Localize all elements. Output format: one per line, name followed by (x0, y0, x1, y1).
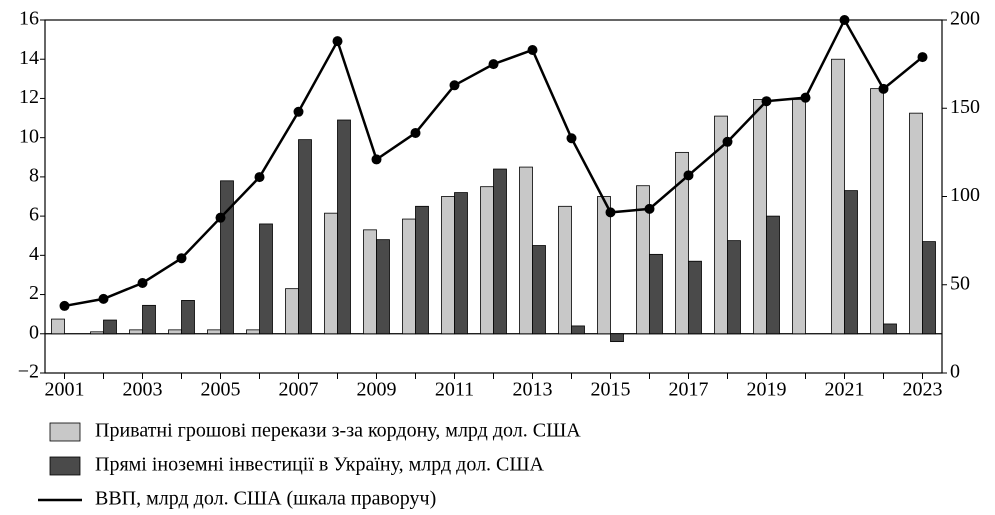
bar (402, 218, 416, 335)
line-point (761, 96, 772, 107)
y2-tick-label: 100 (950, 184, 980, 206)
bar (519, 166, 533, 335)
bar (831, 58, 845, 335)
bar (376, 239, 390, 335)
legend-label: Прямі іноземні інвестиції в Україну, млр… (95, 454, 545, 476)
bar (909, 112, 923, 335)
bar (792, 99, 806, 335)
bar (181, 300, 195, 335)
line-point (683, 170, 694, 181)
bar (298, 139, 312, 335)
line-point (722, 136, 733, 147)
bar (324, 212, 338, 335)
bar (337, 119, 351, 335)
bar (649, 253, 663, 335)
y-tick-label: −2 (18, 361, 39, 383)
bar (454, 192, 468, 335)
line-point (215, 212, 226, 223)
bar (493, 168, 507, 335)
line-point (410, 127, 421, 138)
bar (441, 196, 455, 335)
line-point (605, 207, 616, 218)
x-tick-label: 2003 (123, 379, 163, 401)
bar (844, 190, 858, 335)
line-point (917, 52, 928, 63)
bar (922, 241, 936, 335)
bar (363, 229, 377, 335)
y-tick-label: 8 (29, 164, 39, 186)
x-tick-label: 2005 (201, 379, 241, 401)
bar (870, 88, 884, 335)
bar (415, 205, 429, 335)
bar (558, 205, 572, 335)
bar (883, 323, 897, 335)
bar (714, 115, 728, 335)
y2-tick-label: 50 (950, 272, 970, 294)
legend-label: ВВП, млрд дол. США (шкала праворуч) (95, 488, 436, 510)
x-tick-label: 2017 (669, 379, 709, 401)
y-tick-label: 16 (19, 8, 39, 30)
bar (727, 240, 741, 335)
bar (259, 223, 273, 335)
line-point (800, 92, 811, 103)
x-tick-label: 2001 (45, 379, 85, 401)
bar (753, 99, 767, 335)
line-point (488, 59, 499, 70)
bar (480, 186, 494, 335)
line-point (566, 133, 577, 144)
x-tick-label: 2013 (513, 379, 553, 401)
line-point (644, 203, 655, 214)
bar (766, 215, 780, 335)
bar (571, 325, 585, 335)
y2-tick-label: 150 (950, 96, 980, 118)
x-tick-label: 2007 (279, 379, 319, 401)
line-point (59, 300, 70, 311)
y-tick-label: 6 (29, 204, 39, 226)
line-point (332, 36, 343, 47)
x-tick-label: 2019 (747, 379, 787, 401)
bar (220, 180, 234, 335)
line-point (878, 83, 889, 94)
y-tick-label: 4 (29, 243, 39, 265)
y-tick-label: 2 (29, 282, 39, 304)
bar (532, 245, 546, 335)
line-point (449, 80, 460, 91)
legend-swatch (49, 422, 81, 442)
x-tick-label: 2009 (357, 379, 397, 401)
bar (168, 329, 182, 335)
x-tick-label: 2021 (825, 379, 865, 401)
x-tick-label: 2023 (903, 379, 943, 401)
y-tick-label: 14 (19, 47, 39, 69)
y-tick-label: 10 (19, 125, 39, 147)
line-point (137, 277, 148, 288)
line-point (527, 45, 538, 56)
y-tick-label: 0 (29, 321, 39, 343)
line-point (98, 293, 109, 304)
line-point (176, 253, 187, 264)
legend-label: Приватні грошові перекази з-за кордону, … (95, 420, 581, 442)
bar (675, 151, 689, 335)
bar (285, 288, 299, 335)
bar (688, 260, 702, 335)
bar (142, 304, 156, 335)
bar (129, 329, 143, 335)
bar (597, 196, 611, 335)
x-tick-label: 2015 (591, 379, 631, 401)
line-point (254, 172, 265, 183)
bar (51, 318, 65, 335)
legend-swatch (49, 456, 81, 476)
bar (90, 331, 104, 335)
x-tick-label: 2011 (435, 379, 474, 401)
bar (610, 333, 624, 343)
line-point (371, 154, 382, 165)
y2-tick-label: 0 (950, 361, 960, 383)
line-point (839, 15, 850, 25)
line-point (293, 106, 304, 117)
y2-tick-label: 200 (950, 8, 980, 30)
bar (207, 329, 221, 335)
y-tick-label: 12 (19, 86, 39, 108)
bar (246, 329, 260, 335)
bar (103, 319, 117, 335)
